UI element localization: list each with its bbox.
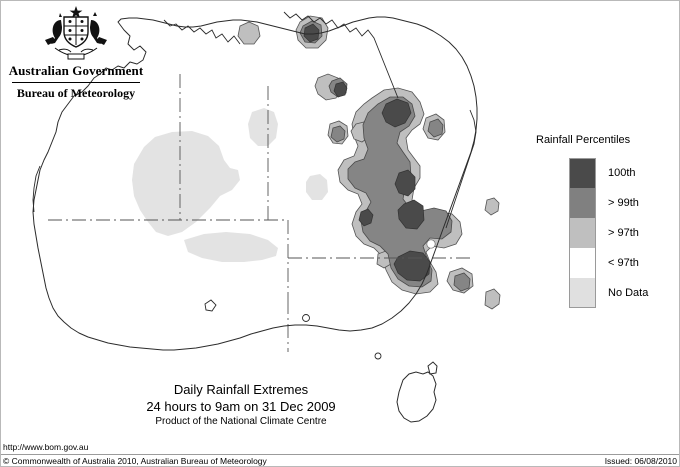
- coastline-detail: [32, 11, 477, 229]
- percentile-hole: [426, 239, 436, 249]
- legend-item-no-data[interactable]: No Data: [569, 278, 676, 308]
- map-canvas[interactable]: [0, 0, 530, 440]
- bureau-title: Bureau of Meteorology: [16, 86, 136, 100]
- footer-issued-date: Issued: 06/08/2010: [604, 456, 677, 466]
- legend-swatch-100th: [569, 158, 596, 188]
- legend-items: 100th > 99th > 97th < 97th No Data: [569, 158, 676, 308]
- legend-swatch-no-data: [569, 278, 596, 308]
- legend-label-gt99th: > 99th: [608, 197, 639, 209]
- map-subtitle: 24 hours to 9am on 31 Dec 2009: [146, 399, 336, 414]
- bom-branding: Australian Government Bureau of Meteorol…: [6, 4, 146, 101]
- legend-label-gt97th: > 97th: [608, 227, 639, 239]
- australia-map-svg: [32, 11, 501, 423]
- legend-label-lt97th: < 97th: [608, 257, 639, 269]
- legend-label-no-data: No Data: [608, 287, 649, 299]
- map-source: Product of the National Climate Centre: [155, 416, 327, 427]
- no-data-regions: [132, 108, 328, 262]
- footer-divider: [0, 454, 680, 455]
- map-title: Daily Rainfall Extremes: [173, 382, 309, 397]
- tasmania-outline: [396, 361, 438, 423]
- percentile-100th-regions: [303, 23, 431, 282]
- legend-swatch-lt97th: [569, 248, 596, 278]
- legend: Rainfall Percentiles 100th > 99th > 97th…: [528, 134, 676, 308]
- government-title: Australian Government: [8, 63, 144, 78]
- footer-url[interactable]: http://www.bom.gov.au: [3, 442, 89, 452]
- footer-copyright: © Commonwealth of Australia 2010, Austra…: [3, 456, 267, 466]
- legend-title: Rainfall Percentiles: [536, 134, 631, 146]
- legend-item-100th[interactable]: 100th: [569, 158, 676, 188]
- percentile-gt99-regions: [299, 20, 471, 292]
- coastline-outline: [32, 16, 478, 351]
- legend-label-100th: 100th: [608, 167, 636, 179]
- branding-divider: [12, 82, 140, 83]
- legend-swatch-gt99th: [569, 188, 596, 218]
- legend-swatch-gt97th: [569, 218, 596, 248]
- offshore-islands: [204, 299, 382, 360]
- legend-item-gt99th[interactable]: > 99th: [569, 188, 676, 218]
- map-title-block: Daily Rainfall Extremes 24 hours to 9am …: [96, 382, 386, 429]
- legend-item-gt97th[interactable]: > 97th: [569, 218, 676, 248]
- legend-item-lt97th[interactable]: < 97th: [569, 248, 676, 278]
- australian-coat-of-arms-icon: [45, 6, 107, 60]
